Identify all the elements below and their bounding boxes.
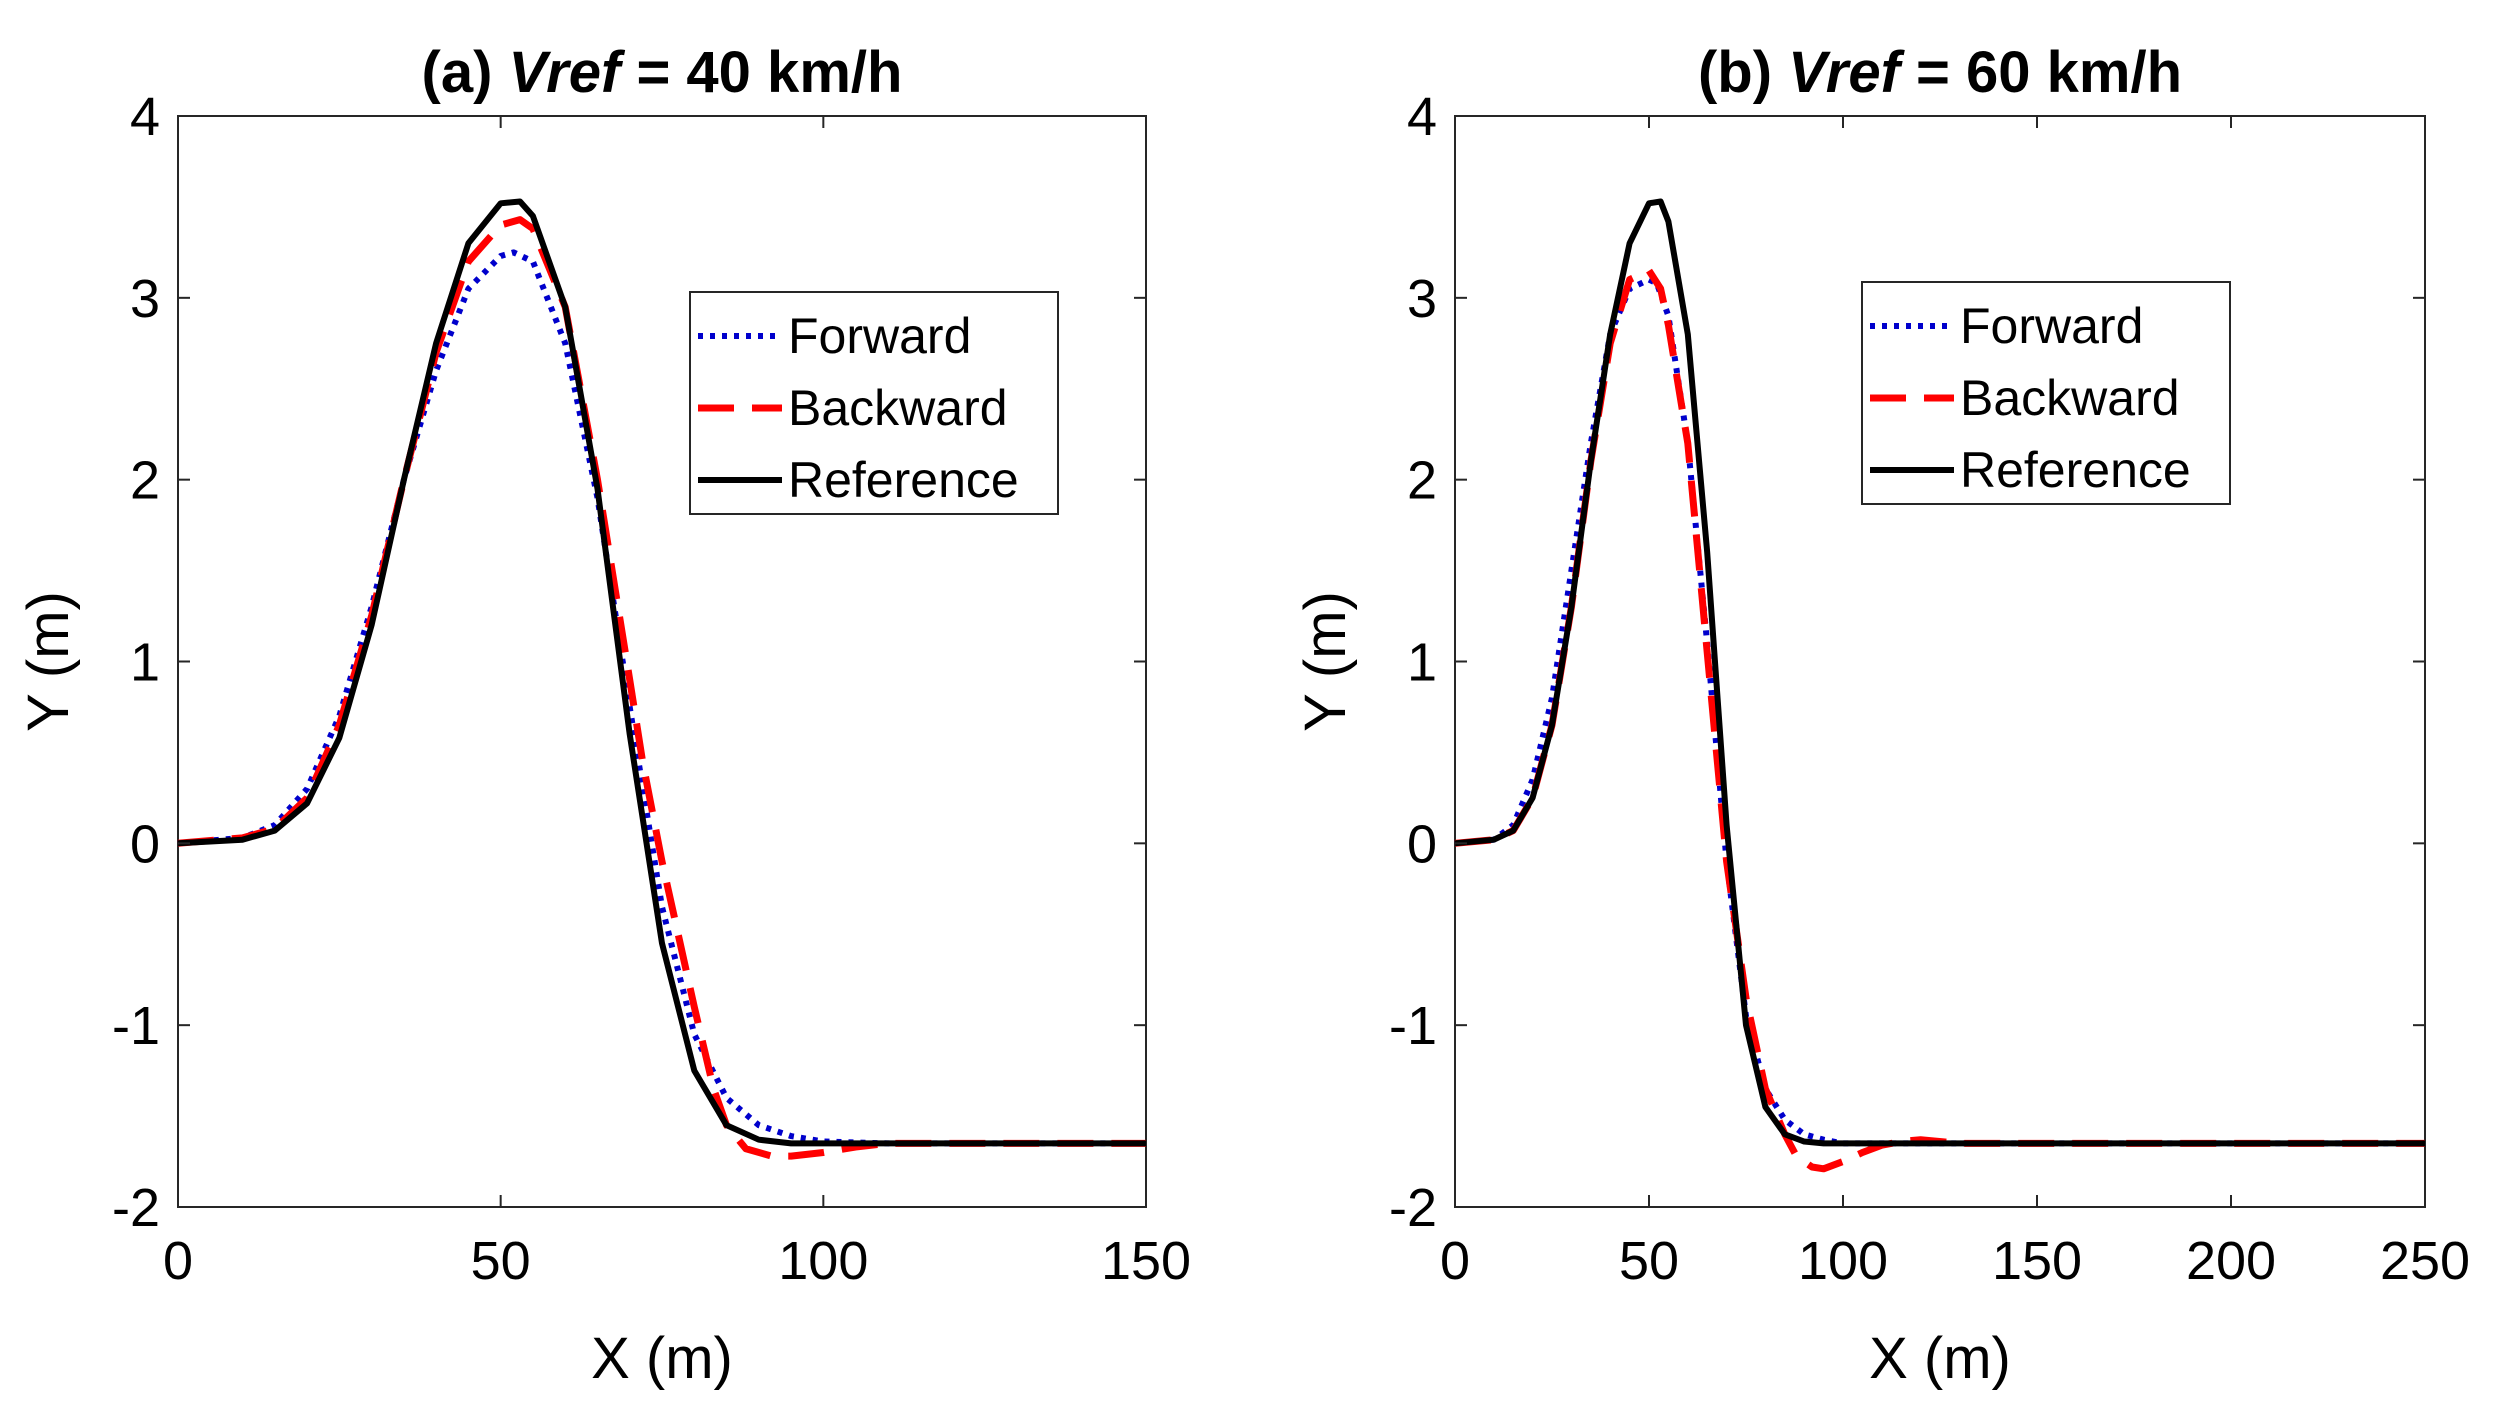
y-tick-label: -1 [112,996,160,1056]
legend-label-reference: Reference [1960,442,2191,498]
y-tick-label: -1 [1389,996,1437,1056]
legend-label-forward: Forward [788,308,971,364]
x-tick-label: 150 [1992,1231,2082,1291]
y-tick-label: 1 [130,633,160,693]
y-tick-label: 0 [1407,814,1437,874]
y-axis-label: Y (m) [1293,591,1358,732]
chart-panel-a: 0 50 100 150 -2 -1 0 1 2 3 4 (a) Vref = 40 km/h X (m… [16,40,1191,1391]
y-tick-label: 3 [130,269,160,329]
x-tick-label: 50 [1619,1231,1679,1291]
legend-label-backward: Backward [788,380,1008,436]
legend: Forward Backward Reference [689,291,1059,515]
y-tick-label: 4 [130,87,160,147]
x-tick-label: 200 [2186,1231,2276,1291]
x-tick-label: 0 [1440,1231,1470,1291]
legend-label-forward: Forward [1960,298,2143,354]
y-tick-label: 2 [130,451,160,511]
series-line-forward [1454,276,2425,1147]
plot-area [1454,115,2426,1208]
chart-title-suffix: = 40 km/h [620,40,902,105]
series-line-forward [177,249,1146,1147]
chart-title: (a) Vref = 40 km/h [422,40,903,105]
y-axis-label: Y (m) [16,591,81,732]
chart-title-italic: Vref [509,40,626,105]
chart-title: (b) Vref = 60 km/h [1698,40,2182,105]
chart-title-prefix: (a) [422,40,509,105]
chart-title-italic: Vref [1788,40,1905,105]
y-tick-label: 1 [1407,633,1437,693]
x-tick-label: 50 [471,1231,531,1291]
series-line-reference [177,198,1146,1147]
x-axis-label: X (m) [1869,1326,2011,1391]
chart-panel-b: 0 50 100 150 200 250 -2 -1 0 1 2 3 4 (b) Vref = 60 km… [1293,40,2470,1391]
x-tick-label: 250 [2380,1231,2470,1291]
y-tick-label: 0 [130,814,160,874]
y-tick-label: 2 [1407,451,1437,511]
chart-title-prefix: (b) [1698,40,1788,105]
legend: Forward Backward Reference [1861,281,2231,505]
chart-title-suffix: = 60 km/h [1900,40,2182,105]
x-tick-label: 100 [778,1231,868,1291]
x-tick-label: 100 [1798,1231,1888,1291]
x-tick-label: 0 [163,1231,193,1291]
x-axis-label: X (m) [591,1326,733,1391]
legend-label-reference: Reference [788,452,1019,508]
x-tick-label: 150 [1101,1231,1191,1291]
legend-label-backward: Backward [1960,370,2180,426]
plot-area [177,115,1147,1208]
y-tick-label: 3 [1407,269,1437,329]
y-tick-label: -2 [1389,1178,1437,1238]
y-tick-label: 4 [1407,87,1437,147]
y-tick-label: -2 [112,1178,160,1238]
series-line-reference [1454,198,2425,1147]
